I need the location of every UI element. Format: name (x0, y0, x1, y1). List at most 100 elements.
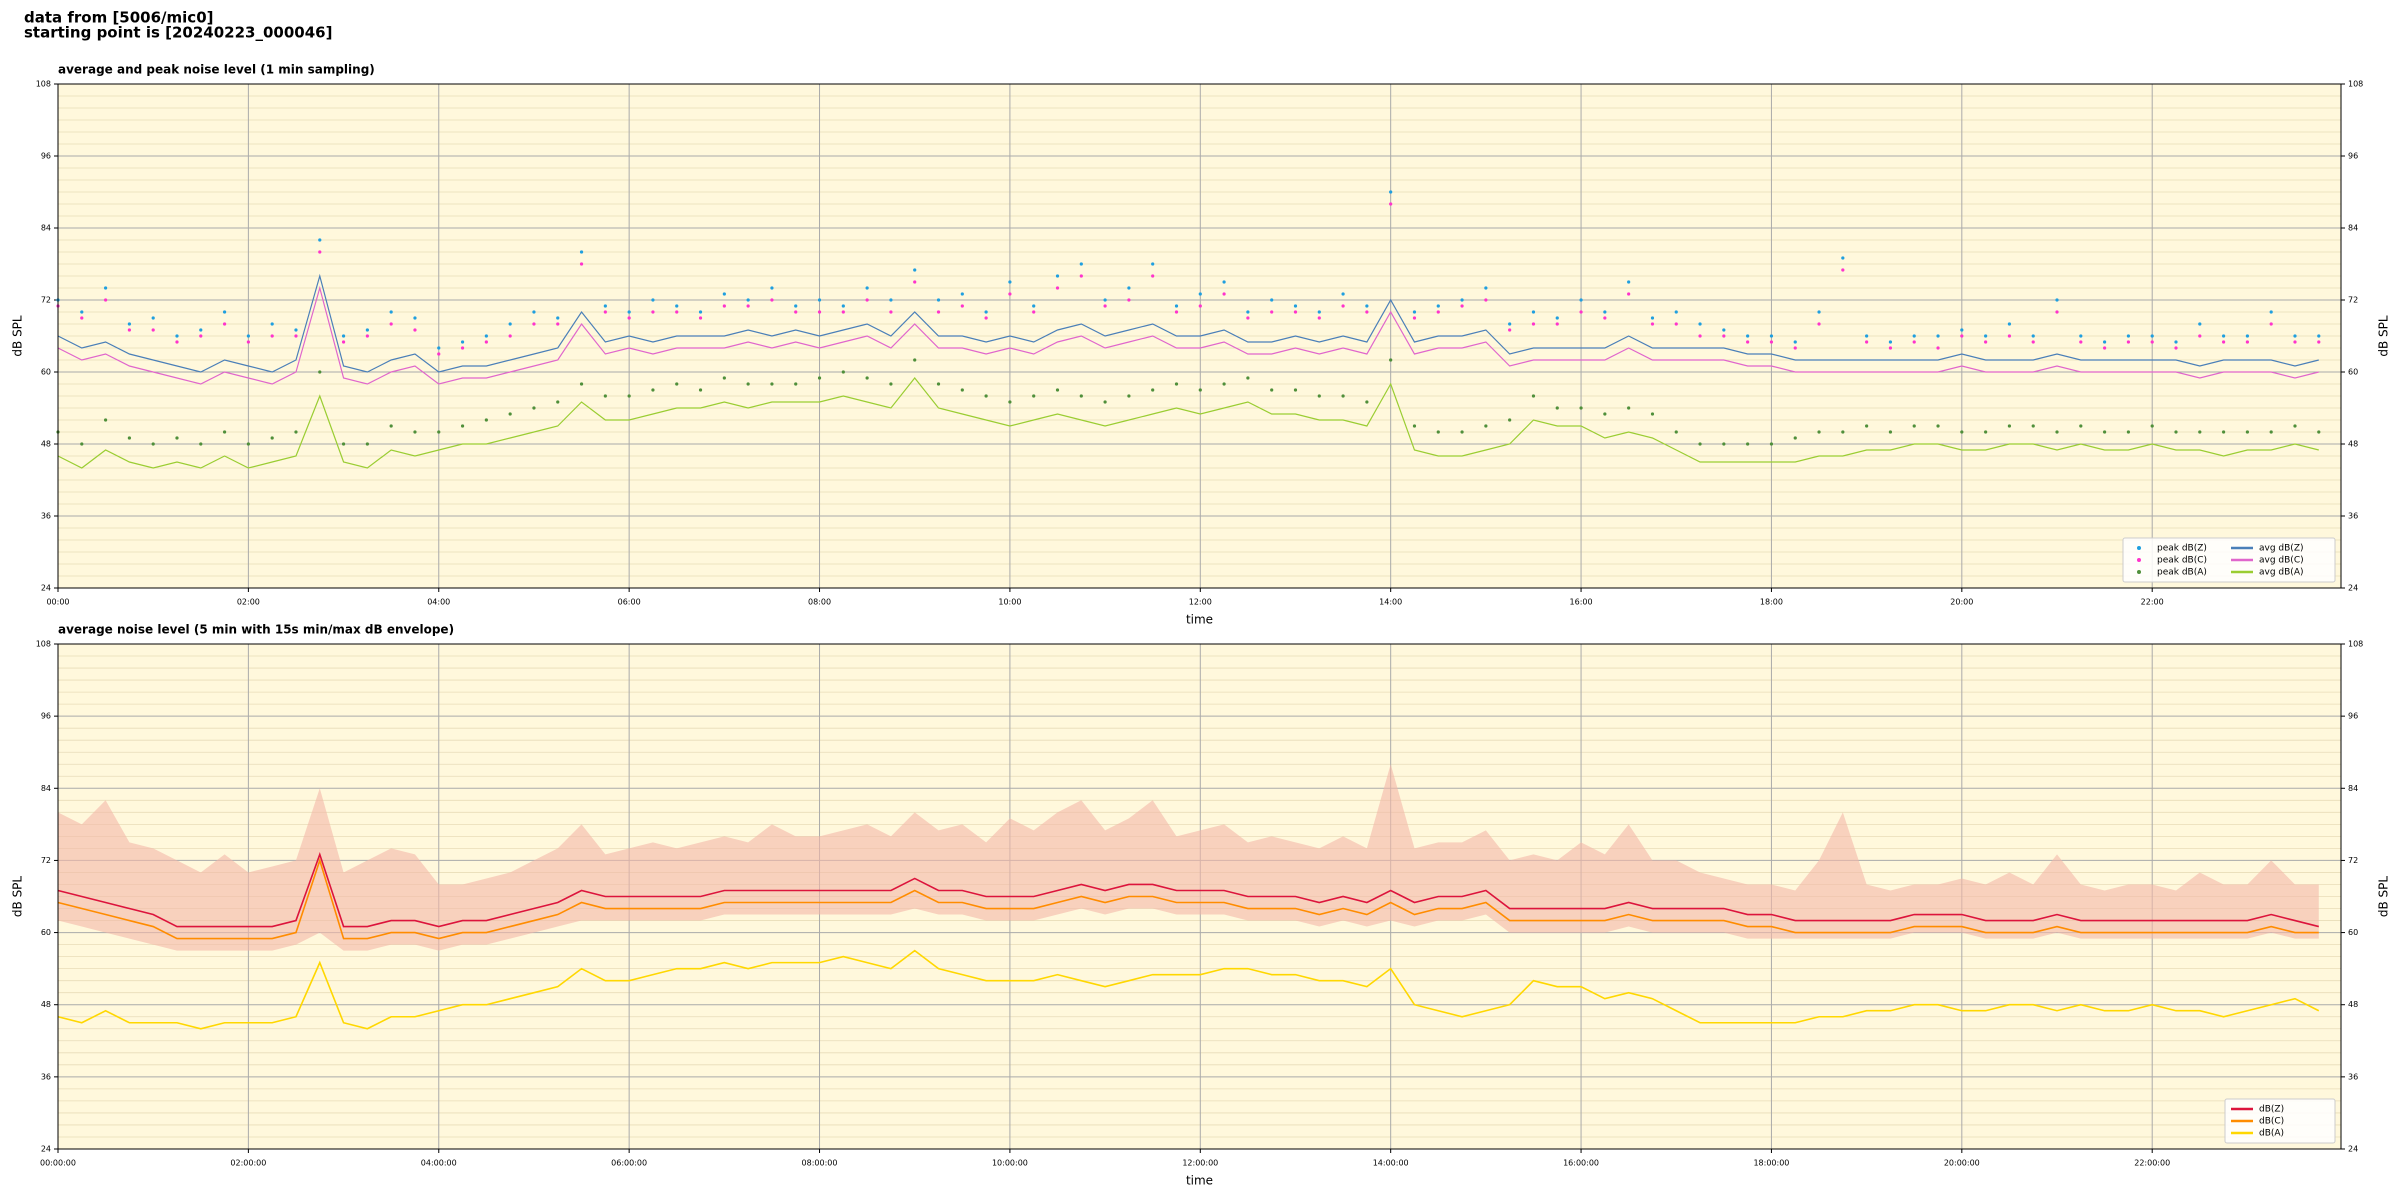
peak-point (1698, 322, 1702, 326)
y2-axis-label: dB SPL (2377, 876, 2391, 918)
series-line (57, 273, 2319, 373)
peak-point (2150, 424, 2154, 428)
peak-point (1650, 316, 1655, 320)
peak-point (1008, 400, 1012, 404)
peak-point (1484, 286, 1488, 290)
peak-point (80, 310, 84, 314)
peak-point (722, 376, 726, 380)
peak-point (984, 316, 988, 320)
peak-point (103, 298, 108, 302)
peak-point (532, 322, 536, 326)
peak-point (984, 394, 988, 398)
x-tick-label: 02:00 (237, 598, 260, 607)
series-line (57, 285, 2319, 385)
peak-point (318, 238, 322, 242)
peak-point (1222, 292, 1226, 296)
peak-point (1817, 430, 1821, 434)
peak-point (1817, 310, 1821, 314)
peak-point (2293, 340, 2297, 344)
peak-point (389, 322, 393, 326)
x-tick-label: 02:00:00 (230, 1159, 266, 1168)
peak-point (1960, 430, 1964, 434)
peak-point (1627, 280, 1631, 284)
legend-marker (2137, 558, 2141, 562)
peak-point (2317, 340, 2321, 344)
peak-point (2007, 334, 2012, 338)
x-tick-label: 16:00 (1570, 598, 1593, 607)
peak-point (770, 382, 774, 386)
peak-point (1174, 310, 1179, 314)
peak-point (484, 334, 488, 338)
peak-point (413, 328, 417, 332)
peak-point (1674, 310, 1678, 314)
peak-point (675, 382, 679, 386)
legend-label: peak dB(C) (2157, 556, 2207, 566)
peak-point (1936, 346, 1940, 350)
peak-point (1127, 286, 1131, 290)
peak-point (2245, 430, 2249, 434)
peak-point (651, 310, 655, 314)
y-tick-label: 60 (41, 368, 51, 377)
peak-point (532, 406, 536, 410)
peak-point (2031, 424, 2035, 428)
peak-point (1698, 442, 1702, 446)
peak-point (1032, 304, 1036, 308)
plot-frame (57, 643, 2342, 1150)
legend-box (2122, 537, 2336, 583)
series-line (57, 857, 2319, 940)
legend-label: avg dB(C) (2259, 556, 2304, 566)
peak-point (675, 310, 679, 314)
peak-point (2293, 424, 2297, 428)
legend-marker (2137, 546, 2141, 550)
peak-point (1103, 298, 1107, 302)
y2-tick-label: 24 (2348, 1145, 2358, 1154)
peak-point (318, 250, 322, 254)
peak-point (1508, 328, 1512, 332)
peak-point (579, 262, 584, 266)
peak-point (151, 328, 155, 332)
peak-point (2079, 424, 2083, 428)
peak-point (1412, 424, 1417, 428)
x-tick-label: 14:00:00 (1373, 1159, 1409, 1168)
peak-point (1508, 322, 1512, 326)
peak-point (341, 334, 346, 338)
peak-point (770, 298, 774, 302)
y-axis-label: dB SPL (11, 315, 25, 357)
peak-point (1270, 298, 1274, 302)
peak-point (1746, 442, 1750, 446)
peak-point (1008, 292, 1012, 296)
legend: peak dB(Z) peak dB(C) peak dB(A) avg dB(Z) a… (2122, 537, 2336, 583)
peak-point (2174, 346, 2178, 350)
peak-point (270, 436, 274, 440)
peak-point (2293, 334, 2297, 338)
start-label: starting point is [20240223_000046] (24, 24, 332, 42)
peak-point (1032, 310, 1036, 314)
peak-point (1293, 388, 1298, 392)
peak-point (2221, 430, 2226, 434)
peak-point (889, 382, 893, 386)
x-tick-label: 14:00 (1379, 598, 1402, 607)
peak-point (1722, 328, 1726, 332)
peak-point (1888, 430, 1893, 434)
peak-point (913, 358, 917, 362)
peak-point (1508, 418, 1512, 422)
peak-point (1984, 334, 1988, 338)
peak-point (1412, 316, 1417, 320)
x-tick-label: 20:00:00 (1944, 1159, 1980, 1168)
peak-point (222, 310, 227, 314)
legend-label: avg dB(Z) (2259, 544, 2304, 554)
peak-point (1436, 304, 1440, 308)
peak-point (532, 310, 536, 314)
peak-point (270, 322, 274, 326)
peak-point (318, 370, 322, 374)
y-tick-label: 24 (41, 584, 51, 593)
peak-point (1246, 376, 1250, 380)
peak-point (1627, 292, 1631, 296)
peak-point (1960, 334, 1964, 338)
peak-point (722, 292, 726, 296)
peak-point (199, 334, 203, 338)
peak-point (1650, 322, 1655, 326)
peak-point (1270, 310, 1274, 314)
peak-point (1841, 268, 1845, 272)
